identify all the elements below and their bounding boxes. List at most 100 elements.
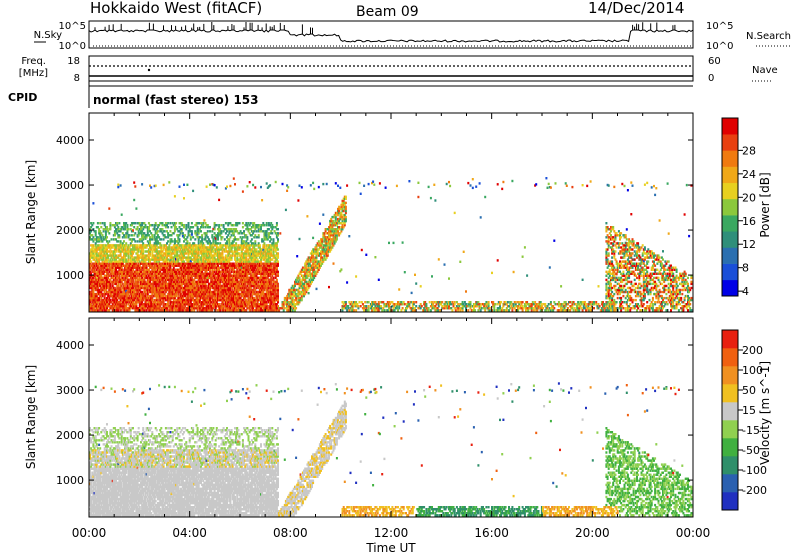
data-cell xyxy=(178,280,181,284)
data-cell xyxy=(141,222,144,225)
data-cell xyxy=(111,252,114,255)
data-cell xyxy=(202,268,205,271)
data-cell xyxy=(181,250,184,253)
data-cell xyxy=(200,248,202,251)
data-cell xyxy=(91,292,94,296)
data-cell xyxy=(111,305,114,308)
data-cell xyxy=(170,258,173,261)
data-cell xyxy=(180,268,183,271)
data-cell xyxy=(119,292,122,296)
data-cell xyxy=(154,286,157,290)
data-cell xyxy=(200,292,202,296)
data-cell xyxy=(213,286,216,290)
data-cell xyxy=(104,260,107,263)
data-cell xyxy=(113,309,116,312)
data-cell xyxy=(92,290,95,294)
data-cell xyxy=(214,252,217,255)
data-cell xyxy=(181,248,184,251)
data-cell xyxy=(107,280,110,284)
data-cell xyxy=(126,276,129,280)
data-cell xyxy=(166,254,168,257)
data-cell xyxy=(186,250,189,253)
data-cell xyxy=(100,296,103,300)
data-cell xyxy=(156,256,159,259)
data-cell xyxy=(195,301,198,304)
data-cell xyxy=(102,238,105,241)
data-cell xyxy=(245,305,248,308)
data-cell xyxy=(138,296,141,300)
data-cell xyxy=(166,264,168,267)
data-cell xyxy=(145,236,148,239)
data-cell xyxy=(109,244,112,247)
data-cell xyxy=(172,276,175,280)
data-cell xyxy=(141,305,144,308)
data-cell xyxy=(221,246,224,249)
data-cell xyxy=(214,224,217,227)
data-cell xyxy=(145,286,148,290)
data-cell xyxy=(143,284,146,288)
data-cell xyxy=(155,274,158,277)
data-cell xyxy=(179,278,182,282)
data-cell xyxy=(226,270,228,273)
data-cell xyxy=(232,224,235,227)
data-cell xyxy=(164,272,167,275)
data-cell xyxy=(229,250,232,253)
data-cell xyxy=(135,270,138,273)
data-cell xyxy=(126,228,129,231)
data-cell xyxy=(172,284,175,288)
data-cell xyxy=(92,228,95,231)
data-cell xyxy=(169,276,172,280)
data-cell xyxy=(214,290,217,294)
data-cell xyxy=(168,282,171,286)
data-cell xyxy=(235,272,238,275)
data-cell xyxy=(164,252,167,255)
data-cell xyxy=(104,250,107,253)
data-cell xyxy=(238,262,241,265)
data-cell xyxy=(111,303,114,306)
data-cell xyxy=(193,262,196,265)
data-cell xyxy=(90,303,93,306)
data-cell xyxy=(108,246,111,249)
data-cell xyxy=(177,296,180,300)
data-cell xyxy=(170,256,173,259)
data-cell xyxy=(213,296,216,300)
data-cell xyxy=(91,264,94,267)
data-cell xyxy=(107,298,110,302)
data-cell xyxy=(116,278,119,282)
data-cell xyxy=(115,298,117,302)
data-cell xyxy=(202,250,205,253)
data-cell xyxy=(90,284,93,288)
data-cell xyxy=(135,228,138,231)
data-cell xyxy=(227,254,230,257)
data-cell xyxy=(181,244,184,247)
data-cell xyxy=(194,272,197,275)
data-cell xyxy=(93,298,96,302)
data-cell xyxy=(162,307,165,310)
data-cell xyxy=(133,181,136,184)
data-cell xyxy=(184,292,187,296)
data-cell xyxy=(188,230,191,233)
data-cell xyxy=(213,258,216,261)
data-cell xyxy=(200,288,202,292)
data-cell xyxy=(138,264,141,267)
data-cell xyxy=(175,276,178,280)
data-cell xyxy=(140,266,142,269)
data-cell xyxy=(111,282,114,286)
data-cell xyxy=(235,230,238,233)
data-cell xyxy=(196,307,199,310)
data-cell xyxy=(203,232,206,235)
data-cell xyxy=(194,230,197,233)
data-cell xyxy=(120,280,123,284)
data-cell xyxy=(241,294,244,298)
data-cell xyxy=(240,276,243,280)
data-cell xyxy=(206,256,209,259)
data-cell xyxy=(209,270,211,273)
data-cell xyxy=(212,254,215,257)
data-cell xyxy=(103,250,106,253)
data-cell xyxy=(248,256,251,259)
data-cell xyxy=(99,270,102,273)
data-cell xyxy=(146,307,149,310)
data-cell xyxy=(171,270,174,273)
data-cell xyxy=(121,276,124,280)
data-cell xyxy=(171,278,174,282)
